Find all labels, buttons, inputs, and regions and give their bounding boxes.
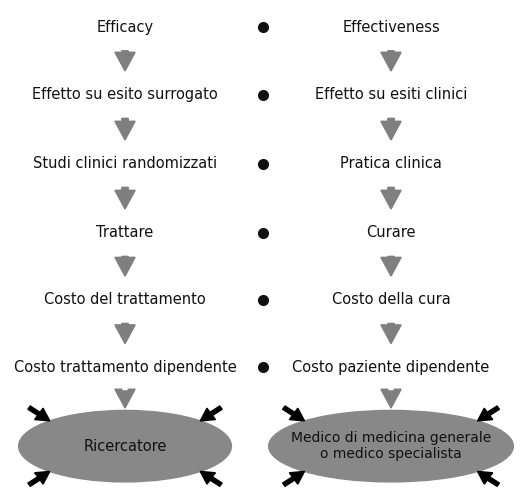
FancyArrow shape xyxy=(478,406,500,421)
FancyArrow shape xyxy=(115,51,135,71)
FancyArrow shape xyxy=(381,323,401,344)
Text: Effectiveness: Effectiveness xyxy=(342,20,440,35)
FancyArrow shape xyxy=(28,471,50,486)
FancyArrow shape xyxy=(381,256,401,276)
Text: Effetto su esito surrogato: Effetto su esito surrogato xyxy=(32,87,218,102)
FancyArrow shape xyxy=(381,118,401,140)
Text: Costo trattamento dipendente: Costo trattamento dipendente xyxy=(14,360,236,375)
Text: Costo paziente dipendente: Costo paziente dipendente xyxy=(293,360,489,375)
FancyArrow shape xyxy=(282,406,304,421)
Text: Efficacy: Efficacy xyxy=(96,20,154,35)
FancyArrow shape xyxy=(381,389,401,408)
FancyArrow shape xyxy=(381,51,401,71)
Text: Curare: Curare xyxy=(366,225,416,240)
FancyArrow shape xyxy=(115,323,135,344)
FancyArrow shape xyxy=(115,389,135,408)
FancyArrow shape xyxy=(28,406,50,421)
Text: Pratica clinica: Pratica clinica xyxy=(340,156,442,171)
FancyArrow shape xyxy=(200,406,222,421)
Ellipse shape xyxy=(269,410,513,482)
Text: Costo del trattamento: Costo del trattamento xyxy=(44,292,206,307)
Text: Medico di medicina generale
o medico specialista: Medico di medicina generale o medico spe… xyxy=(291,431,491,461)
FancyArrow shape xyxy=(115,118,135,140)
FancyArrow shape xyxy=(115,187,135,209)
Text: Effetto su esiti clinici: Effetto su esiti clinici xyxy=(315,87,467,102)
FancyArrow shape xyxy=(381,187,401,209)
FancyArrow shape xyxy=(115,256,135,276)
FancyArrow shape xyxy=(200,471,222,486)
Text: Ricercatore: Ricercatore xyxy=(84,439,167,454)
Text: Costo della cura: Costo della cura xyxy=(331,292,451,307)
Text: Trattare: Trattare xyxy=(96,225,154,240)
Ellipse shape xyxy=(19,410,231,482)
FancyArrow shape xyxy=(282,471,304,486)
FancyArrow shape xyxy=(478,471,500,486)
Text: Studi clinici randomizzati: Studi clinici randomizzati xyxy=(33,156,217,171)
